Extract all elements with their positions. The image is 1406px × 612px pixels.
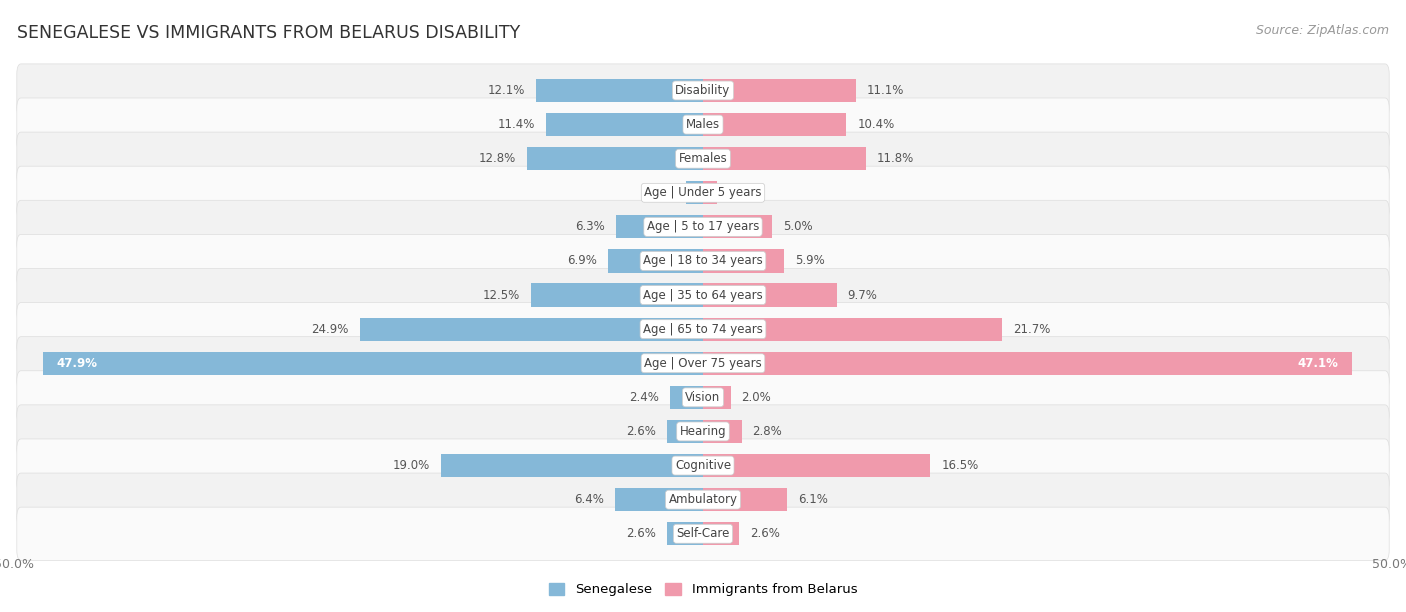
Text: Age | 65 to 74 years: Age | 65 to 74 years: [643, 323, 763, 335]
Bar: [360, 318, 703, 341]
Bar: [536, 79, 703, 102]
Bar: [703, 352, 1353, 375]
Text: Males: Males: [686, 118, 720, 131]
FancyBboxPatch shape: [17, 269, 1389, 322]
Bar: [703, 522, 738, 545]
Text: Ambulatory: Ambulatory: [668, 493, 738, 506]
FancyBboxPatch shape: [17, 166, 1389, 219]
Text: 47.9%: 47.9%: [56, 357, 98, 370]
Bar: [668, 522, 703, 545]
Text: 6.4%: 6.4%: [574, 493, 603, 506]
Bar: [44, 352, 703, 375]
Text: 11.8%: 11.8%: [876, 152, 914, 165]
Bar: [703, 249, 785, 272]
Bar: [703, 147, 866, 170]
Text: Self-Care: Self-Care: [676, 528, 730, 540]
Bar: [703, 215, 772, 239]
FancyBboxPatch shape: [17, 473, 1389, 526]
Legend: Senegalese, Immigrants from Belarus: Senegalese, Immigrants from Belarus: [543, 578, 863, 602]
Text: 5.9%: 5.9%: [796, 255, 825, 267]
Bar: [607, 249, 703, 272]
Text: Hearing: Hearing: [679, 425, 727, 438]
Bar: [441, 454, 703, 477]
FancyBboxPatch shape: [17, 64, 1389, 117]
Text: 21.7%: 21.7%: [1012, 323, 1050, 335]
Text: 19.0%: 19.0%: [392, 459, 430, 472]
Text: Age | 18 to 34 years: Age | 18 to 34 years: [643, 255, 763, 267]
Text: Age | 5 to 17 years: Age | 5 to 17 years: [647, 220, 759, 233]
Text: 5.0%: 5.0%: [783, 220, 813, 233]
Text: 24.9%: 24.9%: [312, 323, 349, 335]
Text: Age | 35 to 64 years: Age | 35 to 64 years: [643, 289, 763, 302]
Text: 2.0%: 2.0%: [741, 391, 772, 404]
Text: Age | Under 5 years: Age | Under 5 years: [644, 186, 762, 200]
Text: Cognitive: Cognitive: [675, 459, 731, 472]
FancyBboxPatch shape: [17, 371, 1389, 424]
Text: 11.4%: 11.4%: [498, 118, 534, 131]
Bar: [668, 420, 703, 443]
Bar: [703, 283, 837, 307]
Bar: [703, 420, 741, 443]
FancyBboxPatch shape: [17, 302, 1389, 356]
Text: 2.6%: 2.6%: [749, 528, 780, 540]
FancyBboxPatch shape: [17, 132, 1389, 185]
Text: Disability: Disability: [675, 84, 731, 97]
Text: 2.6%: 2.6%: [626, 425, 657, 438]
Text: 16.5%: 16.5%: [942, 459, 979, 472]
Bar: [614, 488, 703, 511]
Text: Vision: Vision: [685, 391, 721, 404]
Text: 47.1%: 47.1%: [1298, 357, 1339, 370]
Bar: [703, 79, 856, 102]
FancyBboxPatch shape: [17, 405, 1389, 458]
Bar: [686, 181, 703, 204]
Text: 10.4%: 10.4%: [858, 118, 894, 131]
Text: 12.8%: 12.8%: [478, 152, 516, 165]
Text: 6.9%: 6.9%: [567, 255, 598, 267]
Text: Females: Females: [679, 152, 727, 165]
FancyBboxPatch shape: [17, 98, 1389, 151]
Bar: [616, 215, 703, 239]
Text: Source: ZipAtlas.com: Source: ZipAtlas.com: [1256, 24, 1389, 37]
Bar: [703, 318, 1002, 341]
Bar: [527, 147, 703, 170]
FancyBboxPatch shape: [17, 234, 1389, 288]
Text: 1.2%: 1.2%: [645, 186, 675, 200]
Bar: [703, 113, 846, 136]
Text: SENEGALESE VS IMMIGRANTS FROM BELARUS DISABILITY: SENEGALESE VS IMMIGRANTS FROM BELARUS DI…: [17, 24, 520, 42]
FancyBboxPatch shape: [17, 439, 1389, 492]
Text: Age | Over 75 years: Age | Over 75 years: [644, 357, 762, 370]
Text: 9.7%: 9.7%: [848, 289, 877, 302]
Text: 2.6%: 2.6%: [626, 528, 657, 540]
FancyBboxPatch shape: [17, 200, 1389, 253]
Text: 11.1%: 11.1%: [868, 84, 904, 97]
Bar: [546, 113, 703, 136]
Bar: [703, 181, 717, 204]
Bar: [703, 454, 931, 477]
Bar: [703, 386, 731, 409]
Text: 2.8%: 2.8%: [752, 425, 782, 438]
Bar: [669, 386, 703, 409]
FancyBboxPatch shape: [17, 507, 1389, 561]
Text: 12.1%: 12.1%: [488, 84, 526, 97]
Text: 6.3%: 6.3%: [575, 220, 605, 233]
Bar: [703, 488, 787, 511]
FancyBboxPatch shape: [17, 337, 1389, 390]
Text: 2.4%: 2.4%: [628, 391, 659, 404]
Text: 1.0%: 1.0%: [728, 186, 758, 200]
Text: 12.5%: 12.5%: [482, 289, 520, 302]
Bar: [531, 283, 703, 307]
Text: 6.1%: 6.1%: [799, 493, 828, 506]
